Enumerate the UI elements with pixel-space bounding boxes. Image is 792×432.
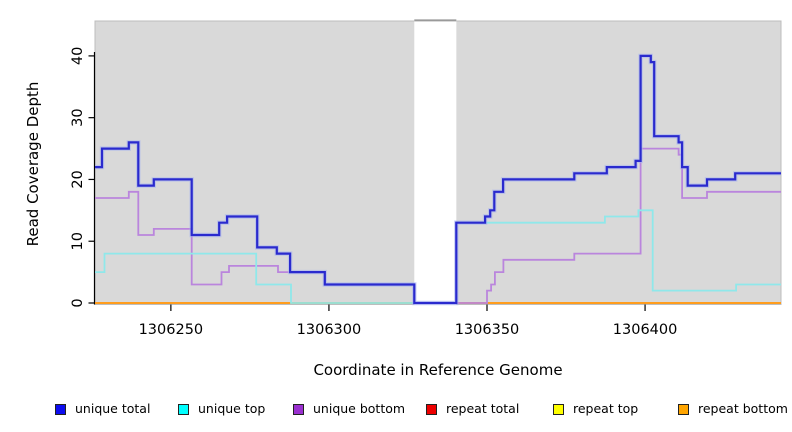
- coverage-gap-band: [414, 10, 457, 306]
- legend: unique total unique top unique bottom repea…: [0, 400, 792, 422]
- y-tick-label: 20: [70, 170, 86, 188]
- x-tick-label: 1306350: [455, 322, 520, 338]
- legend-label: unique top: [198, 401, 266, 416]
- series-unique-total-line: [95, 54, 781, 305]
- legend-item-unique-total: unique total: [55, 400, 150, 418]
- legend-item-repeat-top: repeat top: [553, 400, 638, 418]
- x-axis-title: Coordinate in Reference Genome: [313, 361, 563, 379]
- legend-item-unique-bottom: unique bottom: [293, 400, 405, 418]
- legend-swatch-repeat-bottom: [678, 403, 689, 415]
- legend-label: unique total: [75, 401, 151, 416]
- legend-swatch-repeat-top: [553, 403, 564, 415]
- y-tick-label: 30: [70, 108, 86, 126]
- y-axis-title: Read Coverage Depth: [24, 81, 42, 247]
- legend-swatch-unique-bottom: [293, 403, 304, 415]
- legend-item-unique-top: unique top: [178, 400, 265, 418]
- y-tick-label: 40: [70, 47, 86, 65]
- legend-label: unique bottom: [313, 401, 406, 416]
- legend-swatch-unique-total: [55, 403, 66, 415]
- x-tick-label: 1306250: [139, 322, 204, 338]
- x-tick-label: 1306400: [613, 322, 678, 338]
- legend-item-repeat-bottom: repeat bottom: [678, 400, 788, 418]
- series-unique-top-line: [95, 209, 781, 304]
- legend-label: repeat total: [446, 401, 520, 416]
- legend-swatch-repeat-total: [426, 403, 437, 415]
- legend-label: repeat bottom: [698, 401, 788, 416]
- legend-label: repeat top: [573, 401, 639, 416]
- legend-item-repeat-total: repeat total: [426, 400, 519, 418]
- y-tick-label: 10: [70, 232, 86, 250]
- legend-swatch-unique-top: [178, 403, 189, 415]
- x-tick-label: 1306300: [297, 322, 362, 338]
- y-tick-label: 0: [70, 298, 86, 307]
